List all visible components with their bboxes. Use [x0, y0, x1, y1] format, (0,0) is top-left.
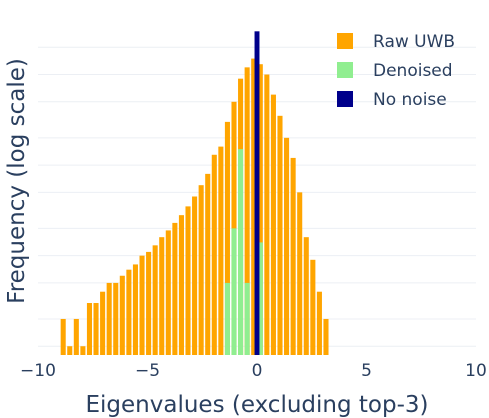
- bar-raw-uwb: [146, 251, 152, 355]
- bar-raw-uwb: [165, 230, 171, 355]
- bar-raw-uwb: [80, 346, 86, 355]
- legend-swatch: [337, 33, 353, 49]
- legend-label: Raw UWB: [373, 32, 455, 52]
- legend-label: Denoised: [373, 61, 453, 81]
- bar-raw-uwb: [152, 245, 158, 355]
- y-axis-title: Frequency (log scale): [4, 58, 30, 304]
- bar-raw-uwb: [106, 282, 112, 355]
- bar-raw-uwb: [67, 346, 73, 355]
- bar-raw-uwb: [185, 206, 191, 355]
- bar-raw-uwb: [297, 192, 303, 355]
- x-tick-label: 10: [465, 361, 487, 381]
- bar-raw-uwb: [231, 101, 237, 355]
- legend-label: No noise: [373, 90, 447, 110]
- bar-raw-uwb: [172, 222, 178, 355]
- x-tick-labels: −10 −5 0 5 10: [20, 361, 487, 381]
- x-tick-label: −5: [135, 361, 160, 381]
- bar-raw-uwb: [316, 291, 322, 355]
- bar-raw-uwb: [290, 157, 296, 355]
- bar-denoised: [224, 282, 230, 355]
- bar-raw-uwb: [303, 237, 309, 355]
- bar-denoised: [238, 149, 244, 355]
- legend-swatch: [337, 62, 353, 78]
- bar-raw-uwb: [60, 318, 66, 355]
- bar-raw-uwb: [284, 137, 290, 355]
- bar-raw-uwb: [178, 215, 184, 355]
- bar-raw-uwb: [119, 275, 125, 355]
- x-axis-title: Eigenvalues (excluding top-3): [86, 392, 429, 418]
- bar-no-noise: [254, 31, 260, 355]
- bar-raw-uwb: [211, 154, 217, 355]
- bar-raw-uwb: [93, 303, 99, 355]
- bars: [60, 31, 329, 356]
- legend: Raw UWB Denoised No noise: [337, 32, 455, 110]
- bar-raw-uwb: [310, 259, 316, 355]
- x-tick-label: 5: [361, 361, 372, 381]
- bar-denoised: [257, 242, 263, 355]
- bar-raw-uwb: [205, 173, 211, 355]
- bar-denoised: [231, 228, 237, 355]
- bar-raw-uwb: [244, 67, 250, 355]
- bar-raw-uwb: [198, 185, 204, 355]
- bar-raw-uwb: [100, 291, 106, 355]
- bar-raw-uwb: [159, 237, 165, 355]
- x-tick-label: −10: [20, 361, 56, 381]
- legend-swatch: [337, 91, 353, 107]
- bar-raw-uwb: [126, 269, 132, 355]
- bar-raw-uwb: [251, 58, 257, 355]
- bar-raw-uwb: [86, 303, 92, 355]
- bar-raw-uwb: [277, 115, 283, 355]
- bar-raw-uwb: [270, 94, 276, 355]
- bar-raw-uwb: [73, 318, 79, 355]
- bar-raw-uwb: [224, 121, 230, 355]
- bar-raw-uwb: [113, 282, 119, 355]
- bar-raw-uwb: [264, 74, 270, 356]
- bar-raw-uwb: [132, 264, 138, 355]
- bar-raw-uwb: [192, 196, 198, 355]
- bar-raw-uwb: [323, 318, 329, 355]
- bar-raw-uwb: [139, 255, 145, 355]
- bar-raw-uwb: [257, 64, 263, 355]
- x-tick-label: 0: [252, 361, 263, 381]
- bar-raw-uwb: [218, 146, 224, 355]
- bar-denoised: [244, 282, 250, 355]
